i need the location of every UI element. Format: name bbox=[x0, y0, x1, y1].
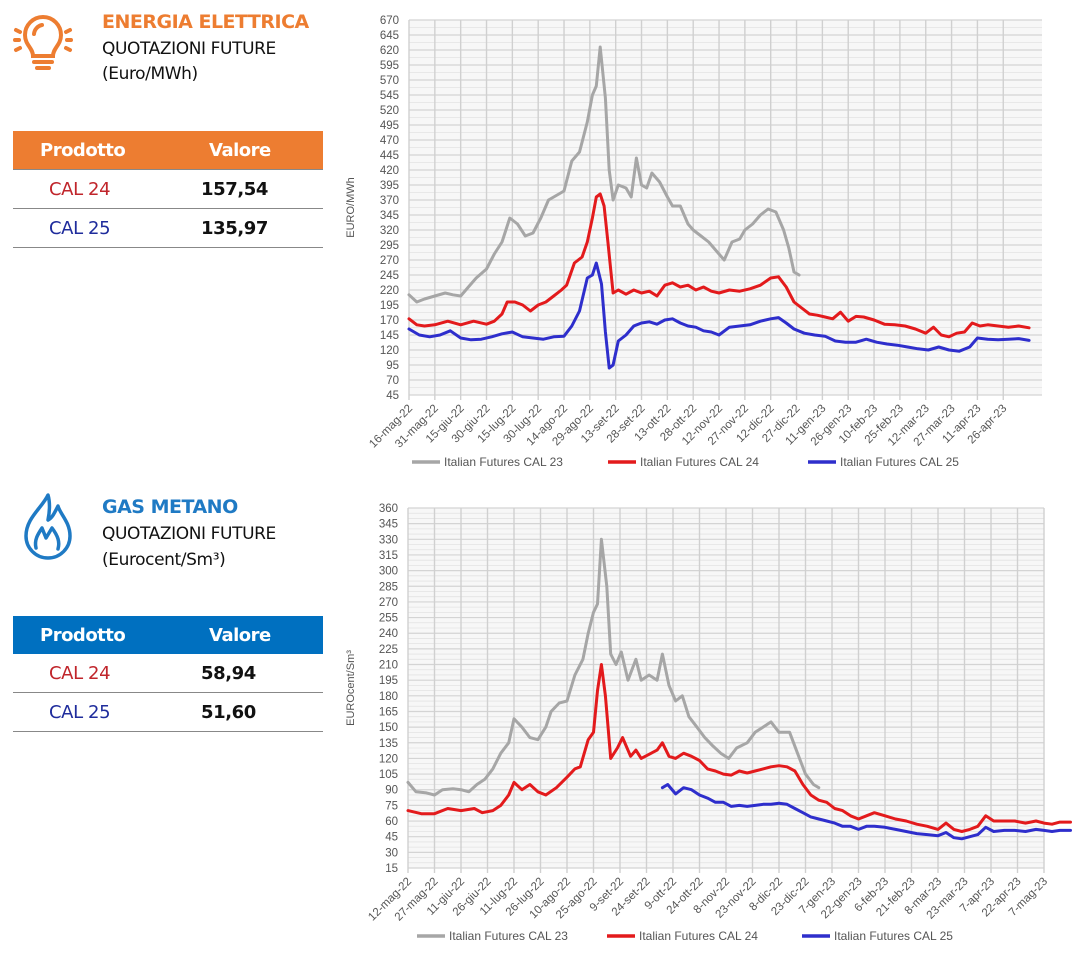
table-row: CAL 24 157,54 bbox=[13, 169, 323, 209]
y-axis-title: EUROcent/Sm³ bbox=[345, 650, 357, 726]
y-tick-label: 395 bbox=[380, 180, 399, 192]
y-tick-label: 195 bbox=[379, 675, 398, 687]
value-cal24: 157,54 bbox=[201, 178, 269, 200]
y-tick-label: 245 bbox=[380, 270, 399, 282]
y-tick-label: 45 bbox=[385, 832, 398, 844]
table-header: Prodotto Valore bbox=[13, 616, 323, 654]
energy-title: ENERGIA ELETTRICA bbox=[102, 11, 309, 33]
y-tick-label: 445 bbox=[380, 150, 399, 162]
y-tick-label: 300 bbox=[379, 566, 398, 578]
y-tick-label: 90 bbox=[385, 785, 398, 797]
series-line-cal24 bbox=[407, 192, 1031, 339]
table-row: CAL 25 135,97 bbox=[13, 209, 323, 248]
legend-label: Italian Futures CAL 24 bbox=[640, 455, 759, 469]
y-tick-label: 595 bbox=[380, 60, 399, 72]
y-tick-label: 295 bbox=[380, 240, 399, 252]
product-cal24: CAL 24 bbox=[49, 662, 111, 684]
y-tick-label: 225 bbox=[379, 644, 398, 656]
y-tick-label: 270 bbox=[380, 255, 399, 267]
y-tick-label: 120 bbox=[380, 345, 399, 357]
y-tick-label: 70 bbox=[386, 375, 399, 387]
y-tick-label: 345 bbox=[379, 519, 398, 531]
y-tick-label: 165 bbox=[379, 706, 398, 718]
lightbulb-icon bbox=[13, 15, 73, 70]
gas-info-panel: GAS METANO QUOTAZIONI FUTURE (Eurocent/S… bbox=[0, 480, 340, 740]
gas-price-table: Prodotto Valore CAL 24 58,94 CAL 25 51,6… bbox=[13, 616, 323, 732]
header-product: Prodotto bbox=[40, 624, 126, 646]
y-tick-label: 195 bbox=[380, 300, 399, 312]
energy-unit: (Euro/MWh) bbox=[102, 64, 198, 84]
y-tick-label: 320 bbox=[380, 225, 399, 237]
y-tick-label: 270 bbox=[379, 597, 398, 609]
y-tick-label: 470 bbox=[380, 135, 399, 147]
y-tick-label: 15 bbox=[385, 863, 398, 875]
y-tick-label: 120 bbox=[379, 753, 398, 765]
series-line-cal25 bbox=[407, 261, 1031, 370]
gas-title: GAS METANO bbox=[102, 496, 238, 518]
y-tick-label: 105 bbox=[379, 769, 398, 781]
y-tick-label: 620 bbox=[380, 45, 399, 57]
table-header: Prodotto Valore bbox=[13, 131, 323, 169]
energy-futures-chart: 45 70 95 120 145 170 195 220 245 270 295 320 345 370 3… bbox=[345, 15, 1042, 469]
y-tick-label: 210 bbox=[379, 660, 398, 672]
value-cal24: 58,94 bbox=[201, 662, 256, 684]
y-tick-label: 285 bbox=[379, 581, 398, 593]
y-tick-label: 670 bbox=[380, 15, 399, 27]
series-line-cal23 bbox=[406, 537, 821, 797]
energy-subtitle: QUOTAZIONI FUTURE bbox=[102, 39, 276, 59]
legend-label: Italian Futures CAL 25 bbox=[840, 455, 959, 469]
y-tick-label: 150 bbox=[379, 722, 398, 734]
series-line-cal25 bbox=[660, 783, 1072, 841]
header-product: Prodotto bbox=[40, 139, 126, 161]
gas-futures-chart: 15 30 45 60 75 90 105 120 135 150 165 180 195 210 225 2… bbox=[345, 503, 1072, 943]
y-tick-label: 170 bbox=[380, 315, 399, 327]
table-row: CAL 24 58,94 bbox=[13, 654, 323, 693]
y-tick-label: 75 bbox=[385, 800, 398, 812]
product-cal25: CAL 25 bbox=[49, 701, 111, 723]
y-tick-label: 420 bbox=[380, 165, 399, 177]
product-cal24: CAL 24 bbox=[49, 178, 111, 200]
y-tick-label: 330 bbox=[379, 534, 398, 546]
legend-label: Italian Futures CAL 25 bbox=[834, 929, 953, 943]
product-cal25: CAL 25 bbox=[49, 217, 111, 239]
y-tick-label: 360 bbox=[379, 503, 398, 515]
value-cal25: 135,97 bbox=[201, 217, 269, 239]
y-tick-label: 30 bbox=[385, 847, 398, 859]
series-line-cal24 bbox=[406, 663, 1072, 833]
header-value: Valore bbox=[209, 139, 271, 161]
y-tick-label: 180 bbox=[379, 691, 398, 703]
y-tick-label: 45 bbox=[386, 390, 399, 402]
y-tick-label: 135 bbox=[379, 738, 398, 750]
y-axis-title: EURO/MWh bbox=[345, 177, 357, 238]
header-value: Valore bbox=[209, 624, 271, 646]
y-tick-label: 60 bbox=[385, 816, 398, 828]
y-tick-label: 240 bbox=[379, 628, 398, 640]
y-tick-label: 570 bbox=[380, 75, 399, 87]
y-tick-label: 220 bbox=[380, 285, 399, 297]
y-tick-label: 520 bbox=[380, 105, 399, 117]
energy-price-table: Prodotto Valore CAL 24 157,54 CAL 25 135… bbox=[13, 131, 323, 248]
y-tick-label: 545 bbox=[380, 90, 399, 102]
gas-unit: (Eurocent/Sm³) bbox=[102, 550, 226, 570]
y-tick-label: 255 bbox=[379, 613, 398, 625]
table-row: CAL 25 51,60 bbox=[13, 693, 323, 732]
y-tick-label: 645 bbox=[380, 30, 399, 42]
gas-subtitle: QUOTAZIONI FUTURE bbox=[102, 524, 276, 544]
y-tick-label: 345 bbox=[380, 210, 399, 222]
legend-label: Italian Futures CAL 23 bbox=[449, 929, 568, 943]
flame-icon bbox=[24, 493, 72, 560]
energy-info-panel: ENERGIA ELETTRICA QUOTAZIONI FUTURE (Eur… bbox=[0, 0, 340, 260]
y-tick-label: 495 bbox=[380, 120, 399, 132]
series-line-cal23 bbox=[407, 45, 801, 304]
value-cal25: 51,60 bbox=[201, 701, 256, 723]
legend-label: Italian Futures CAL 24 bbox=[639, 929, 758, 943]
legend-label: Italian Futures CAL 23 bbox=[444, 455, 563, 469]
y-tick-label: 370 bbox=[380, 195, 399, 207]
y-tick-label: 145 bbox=[380, 330, 399, 342]
y-tick-label: 95 bbox=[386, 360, 399, 372]
y-tick-label: 315 bbox=[379, 550, 398, 562]
